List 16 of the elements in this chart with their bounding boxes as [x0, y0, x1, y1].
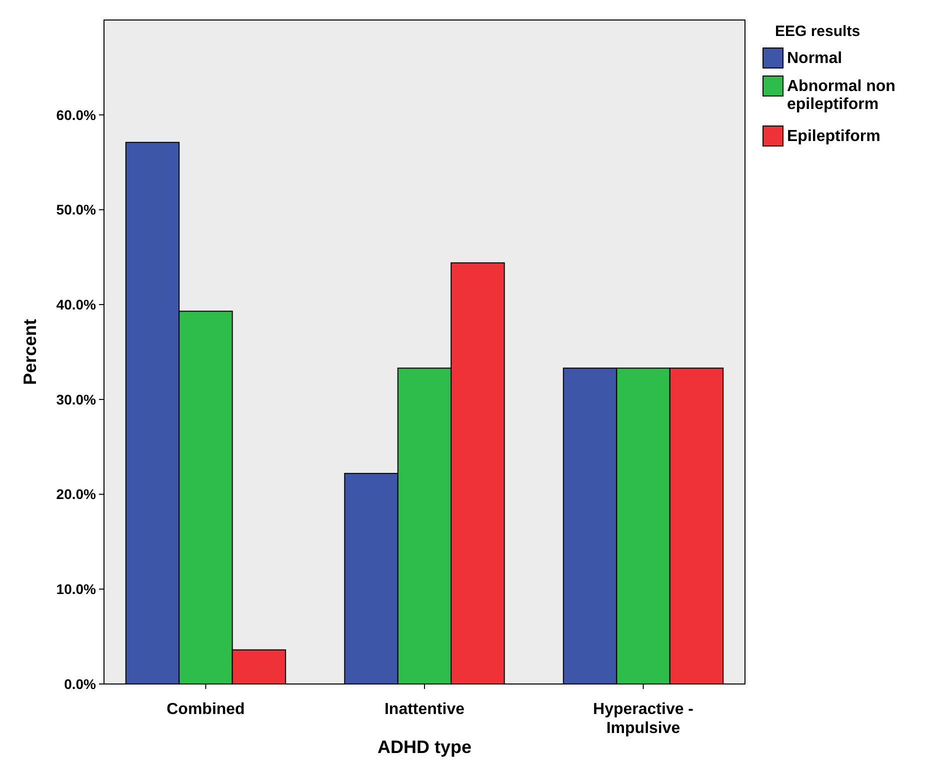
x-tick-label: Hyperactive - Impulsive: [593, 701, 694, 737]
legend-label: Normal: [787, 50, 842, 67]
y-tick-label: 30.0%: [56, 391, 97, 408]
legend-title: EEG results: [775, 23, 860, 40]
x-tick-label: Combined: [166, 701, 245, 718]
y-tick-label: 40.0%: [56, 296, 97, 312]
x-tick-label: Inattentive: [384, 701, 465, 718]
legend-label: Abnormal non epileptiform: [787, 78, 896, 113]
y-tick-label: 0.0%: [64, 676, 97, 692]
y-tick-label: 10.0%: [56, 581, 97, 598]
y-tick-label: 20.0%: [56, 486, 97, 502]
y-tick-label: 60.0%: [56, 106, 97, 123]
y-axis-title: Percent: [20, 318, 40, 386]
legend-label: Epileptiform: [787, 128, 880, 145]
x-axis-title: ADHD type: [377, 737, 472, 757]
y-tick-label: 50.0%: [56, 202, 97, 218]
